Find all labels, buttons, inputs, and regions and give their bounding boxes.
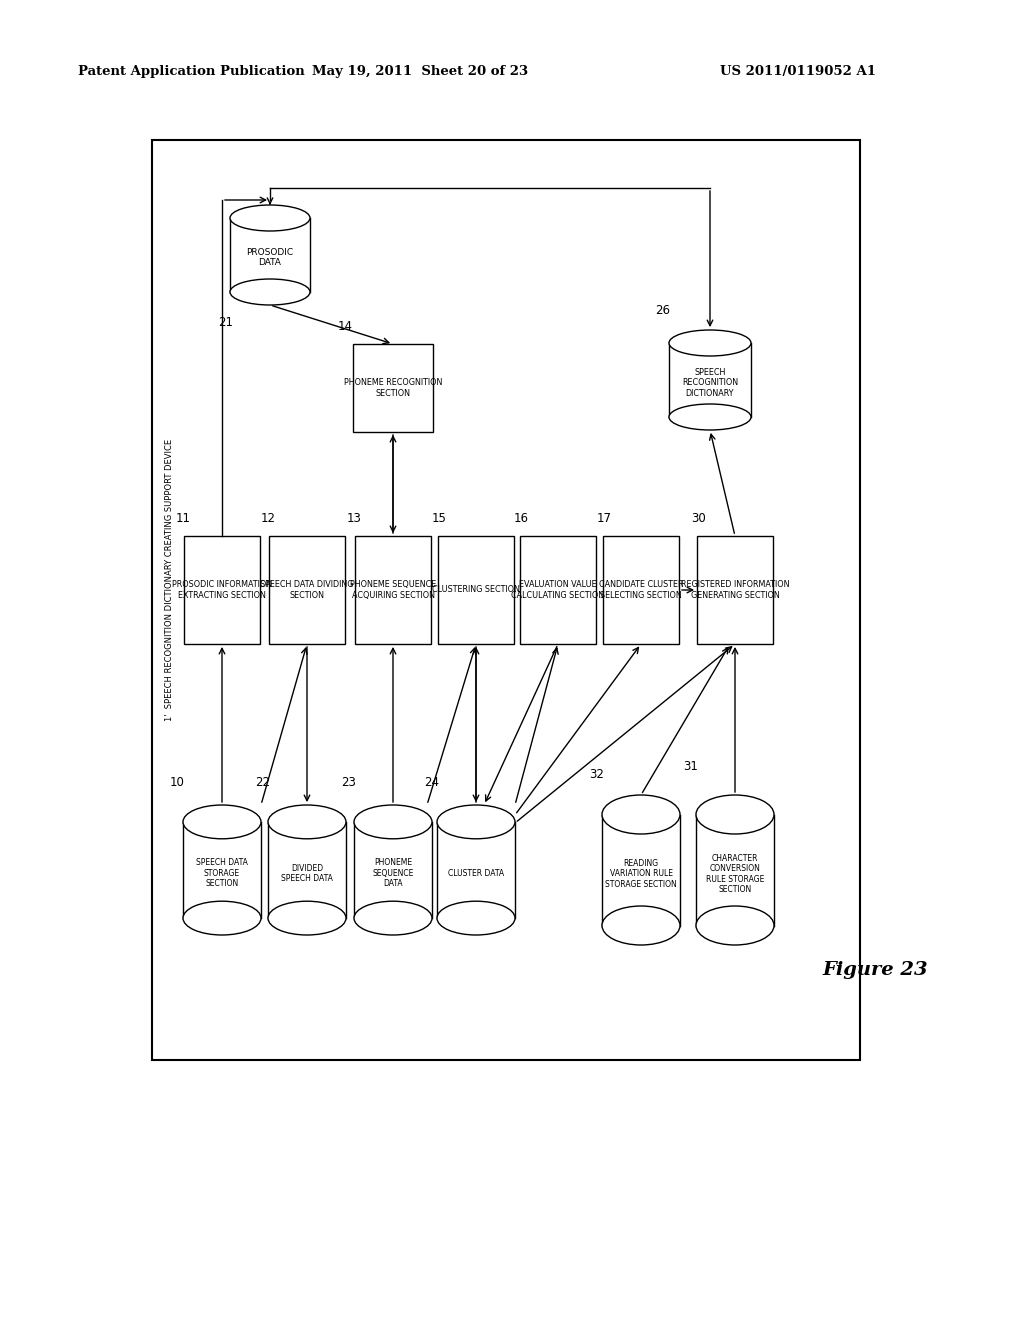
Text: SPEECH DATA
STORAGE
SECTION: SPEECH DATA STORAGE SECTION [196,858,248,888]
Ellipse shape [268,902,346,935]
Bar [353,345,433,432]
Bar [603,536,679,644]
Bar [696,814,774,925]
Text: CANDIDATE CLUSTER
SELECTING SECTION: CANDIDATE CLUSTER SELECTING SECTION [599,581,683,599]
Ellipse shape [602,906,680,945]
Text: 32: 32 [589,767,604,780]
Text: 11: 11 [176,511,191,524]
Text: SPEECH DATA DIVIDING
SECTION: SPEECH DATA DIVIDING SECTION [260,581,353,599]
Text: 30: 30 [691,511,706,524]
Text: READING
VARIATION RULE
STORAGE SECTION: READING VARIATION RULE STORAGE SECTION [605,859,677,888]
Ellipse shape [230,279,310,305]
Text: 14: 14 [338,319,353,333]
Text: SPEECH
RECOGNITION
DICTIONARY: SPEECH RECOGNITION DICTIONARY [682,368,738,397]
Bar [152,140,860,1060]
Ellipse shape [354,805,432,838]
Text: PHONEME
SEQUENCE
DATA: PHONEME SEQUENCE DATA [373,858,414,888]
Ellipse shape [669,330,751,356]
Ellipse shape [602,795,680,834]
Bar [355,536,431,644]
Text: 26: 26 [655,304,670,317]
Text: PROSODIC
DATA: PROSODIC DATA [247,248,294,267]
Ellipse shape [669,404,751,430]
Text: 16: 16 [514,511,529,524]
Bar [230,218,310,292]
Text: 13: 13 [347,511,361,524]
Ellipse shape [437,902,515,935]
Text: CHARACTER
CONVERSION
RULE STORAGE
SECTION: CHARACTER CONVERSION RULE STORAGE SECTIO… [706,854,764,894]
Bar [697,536,773,644]
Text: 17: 17 [597,511,612,524]
Ellipse shape [696,906,774,945]
Text: 10: 10 [170,776,185,788]
Bar [438,536,514,644]
Ellipse shape [183,805,261,838]
Text: PROSODIC INFORMATION
EXTRACTING SECTION: PROSODIC INFORMATION EXTRACTING SECTION [172,581,272,599]
Text: 15: 15 [432,511,446,524]
Ellipse shape [230,205,310,231]
Bar [354,822,432,919]
Text: 1'  SPEECH RECOGNITION DICTIONARY CREATING SUPPORT DEVICE: 1' SPEECH RECOGNITION DICTIONARY CREATIN… [166,440,174,721]
Text: CLUSTER DATA: CLUSTER DATA [447,869,504,878]
Bar [520,536,596,644]
Bar [437,822,515,919]
Text: 24: 24 [424,776,439,788]
Ellipse shape [696,795,774,834]
Text: 23: 23 [341,776,356,788]
Ellipse shape [268,805,346,838]
Bar [669,343,751,417]
Text: CLUSTERING SECTION: CLUSTERING SECTION [432,586,520,594]
Text: Figure 23: Figure 23 [822,961,928,979]
Ellipse shape [437,805,515,838]
Text: EVALUATION VALUE
CALCULATING SECTION: EVALUATION VALUE CALCULATING SECTION [511,581,604,599]
Bar [602,814,680,925]
Bar [183,822,261,919]
Text: PHONEME RECOGNITION
SECTION: PHONEME RECOGNITION SECTION [344,379,442,397]
Text: PHONEME SEQUENCE
ACQUIRING SECTION: PHONEME SEQUENCE ACQUIRING SECTION [350,581,436,599]
Ellipse shape [183,902,261,935]
Text: 12: 12 [261,511,276,524]
Text: May 19, 2011  Sheet 20 of 23: May 19, 2011 Sheet 20 of 23 [312,66,528,78]
Text: 21: 21 [218,317,233,330]
Bar [268,822,346,919]
Text: DIVIDED
SPEECH DATA: DIVIDED SPEECH DATA [281,863,333,883]
Bar [269,536,345,644]
Bar [184,536,260,644]
Text: REGISTERED INFORMATION
GENERATING SECTION: REGISTERED INFORMATION GENERATING SECTIO… [681,581,790,599]
Ellipse shape [354,902,432,935]
Text: 22: 22 [255,776,270,788]
Text: US 2011/0119052 A1: US 2011/0119052 A1 [720,66,876,78]
Text: 31: 31 [683,759,698,772]
Text: Patent Application Publication: Patent Application Publication [78,66,305,78]
